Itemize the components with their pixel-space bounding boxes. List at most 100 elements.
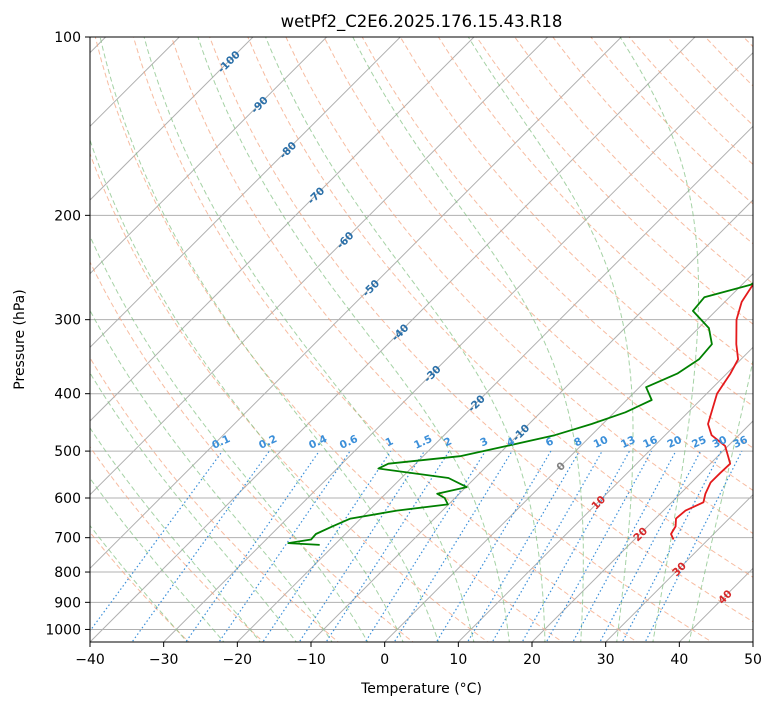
isotherm-label: 30 xyxy=(670,560,689,579)
mixing-ratio-line xyxy=(521,450,631,642)
isotherm-label: -60 xyxy=(335,230,357,252)
y-tick-label: 600 xyxy=(54,491,81,507)
x-tick-label: −40 xyxy=(75,652,105,668)
isotherm-label: 10 xyxy=(589,494,608,513)
dry-adiabat-line xyxy=(590,37,753,205)
moist-adiabat-line xyxy=(265,37,546,642)
mixing-ratio-label: 10 xyxy=(592,434,610,451)
y-axis-ticks: 1000 900 800 700 600 500 400 300 200 100 xyxy=(45,30,90,638)
dry-adiabat-line xyxy=(285,37,753,535)
isotherm-line xyxy=(90,37,402,349)
mixing-ratio-line xyxy=(298,450,425,642)
isotherm-label: -80 xyxy=(277,140,299,162)
dry-adiabat-line xyxy=(90,531,190,642)
isotherm-label: 0 xyxy=(554,460,568,474)
dewpoint-profile xyxy=(287,282,753,546)
mixing-ratio-line xyxy=(364,450,486,642)
isotherm-label: -20 xyxy=(466,393,488,415)
y-tick-label: 1000 xyxy=(45,622,81,638)
isotherm-line xyxy=(678,567,753,642)
x-axis-label: Temperature (°C) xyxy=(360,681,482,697)
moist-adiabat-line xyxy=(90,427,261,642)
mixing-ratio-label: 3 xyxy=(478,435,490,449)
moist-adiabat-line xyxy=(143,37,475,642)
mixing-ratio-label: 20 xyxy=(665,434,683,451)
dry-adiabat-line xyxy=(361,37,753,449)
y-axis-label: Pressure (hPa) xyxy=(12,289,28,389)
dry-adiabat-line xyxy=(476,37,753,325)
chart-title: wetPf2_C2E6.2025.176.15.43.R18 xyxy=(281,12,563,32)
isotherm-label: -50 xyxy=(360,278,382,300)
isotherm-label: -70 xyxy=(305,185,327,207)
y-tick-label: 200 xyxy=(54,208,81,224)
y-tick-label: 500 xyxy=(54,444,81,460)
x-tick-label: −10 xyxy=(296,652,326,668)
y-tick-label: 300 xyxy=(54,313,81,329)
dry-adiabat-line xyxy=(90,356,339,642)
mixing-ratio-label: 13 xyxy=(619,434,637,451)
isotherm-line xyxy=(457,346,753,642)
isotherm-line xyxy=(90,37,181,128)
moist-adiabat-line xyxy=(90,138,404,642)
dry-adiabat-line xyxy=(94,37,564,642)
mixing-ratio-label: 30 xyxy=(711,434,729,451)
isotherm-line xyxy=(90,37,475,422)
mixing-ratio-label: 4 xyxy=(505,435,517,449)
y-tick-label: 100 xyxy=(54,30,81,46)
isotherm-line xyxy=(90,37,549,496)
mixing-ratio-line xyxy=(599,450,702,642)
mixing-ratio-line xyxy=(572,450,677,642)
mixing-ratio-label: 0.1 xyxy=(210,433,232,452)
dry-adiabat-line xyxy=(437,37,753,366)
plot-area xyxy=(90,37,753,642)
mixing-ratio-label: 16 xyxy=(641,434,659,451)
dry-adiabat-line xyxy=(209,37,753,623)
mixing-ratio-line xyxy=(218,450,351,642)
dry-adiabat-line xyxy=(90,152,489,642)
isotherm-label: -100 xyxy=(216,49,243,76)
mixing-ratio-line xyxy=(185,450,320,642)
x-tick-label: 20 xyxy=(523,652,541,668)
mixing-ratio-label: 2 xyxy=(442,435,454,449)
mixing-ratio-label: 8 xyxy=(572,435,584,449)
temperature-profile xyxy=(670,282,753,540)
isotherm-line xyxy=(604,493,753,642)
moist-adiabat-line xyxy=(90,524,188,642)
y-tick-label: 900 xyxy=(54,595,81,611)
moist-adiabat-line xyxy=(619,37,699,642)
moist-adiabat-line xyxy=(90,477,225,642)
moist-adiabat-line xyxy=(467,37,634,642)
moist-adiabat-line xyxy=(688,358,753,642)
isotherm-lines xyxy=(90,37,753,642)
isotherm-label: -90 xyxy=(249,94,271,116)
isotherm-label: -40 xyxy=(390,322,412,344)
mixing-ratio-label: 0.2 xyxy=(257,433,279,452)
mixing-ratio-line xyxy=(545,450,653,642)
mixing-ratio-line xyxy=(325,450,450,642)
mixing-ratio-lines xyxy=(90,450,743,642)
moist-adiabat-line xyxy=(90,309,333,642)
moist-adiabat-lines xyxy=(90,37,753,642)
x-tick-label: 10 xyxy=(449,652,467,668)
isotherm-line xyxy=(162,51,753,642)
dry-adiabat-line xyxy=(743,37,753,48)
mixing-ratio-label: 0.4 xyxy=(307,433,329,452)
dry-adiabat-lines xyxy=(90,37,753,642)
isotherm-line xyxy=(90,37,254,201)
mixing-ratio-line xyxy=(644,450,743,642)
isotherm-label: 40 xyxy=(716,588,735,607)
mixing-ratio-line xyxy=(393,450,513,642)
mixing-ratio-line xyxy=(435,450,552,642)
profile-series xyxy=(287,282,753,546)
isotherm-line xyxy=(752,641,753,642)
dry-adiabat-line xyxy=(323,37,753,491)
mixing-ratio-label: 36 xyxy=(731,434,749,451)
mixing-ratio-line xyxy=(491,450,603,642)
isotherm-line xyxy=(236,125,753,642)
mixing-ratio-line xyxy=(621,450,722,642)
x-tick-label: 50 xyxy=(744,652,762,668)
moist-adiabat-line xyxy=(99,37,440,642)
y-tick-label: 400 xyxy=(54,387,81,403)
